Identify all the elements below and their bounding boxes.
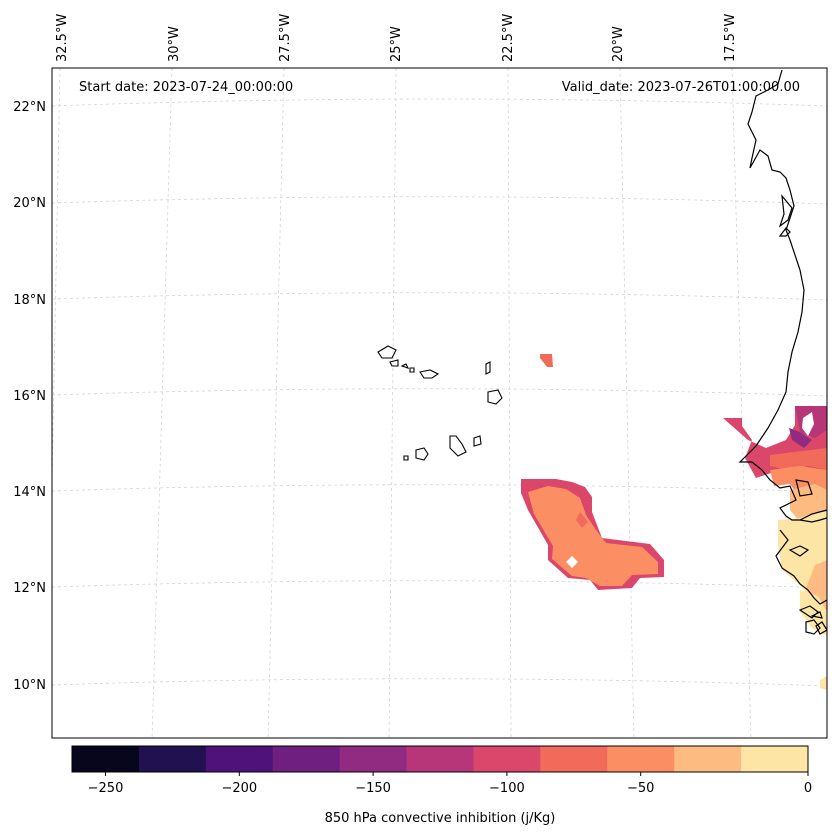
lon-label-17-5w: 17.5°W <box>723 14 738 62</box>
lat-label-12n: 12°N <box>13 581 46 596</box>
colorbar-swatch <box>205 746 274 772</box>
colorbar-swatch <box>138 746 207 772</box>
colorbar-tick-label: −50 <box>627 781 654 796</box>
colorbar-swatch <box>339 746 408 772</box>
lat-label-22n: 22°N <box>13 100 46 115</box>
colorbar-swatch <box>406 746 474 772</box>
coastline <box>738 69 827 635</box>
colorbar-tick-label: 0 <box>804 781 812 796</box>
colorbar-title: 850 hPa convective inhibition (j/Kg) <box>325 811 556 826</box>
lon-label-25w: 25°W <box>389 26 404 62</box>
colorbar-tick-label: −100 <box>489 781 525 796</box>
lon-label-27-5w: 27.5°W <box>278 14 293 62</box>
valid-date-label: Valid_date: 2023-07-26T01:00:00.00 <box>562 80 800 95</box>
lon-label-20w: 20°W <box>611 26 626 62</box>
colorbar-tick-label: −200 <box>221 781 257 796</box>
lat-label-18n: 18°N <box>13 293 46 308</box>
colorbar: −250 −200 −150 −100 −50 0 850 hPa convec… <box>71 745 812 826</box>
lat-label-10n: 10°N <box>13 678 46 693</box>
colorbar-swatch <box>674 746 742 772</box>
colorbar-border <box>71 745 809 773</box>
colorbar-swatch <box>607 746 675 772</box>
longitude-labels: 32.5°W 30°W 27.5°W 25°W 22.5°W 20°W 17.5… <box>55 14 738 62</box>
colorbar-swatches <box>72 746 809 772</box>
colorbar-swatch <box>272 746 341 772</box>
colorbar-tick-label: −150 <box>355 781 391 796</box>
colorbar-swatch <box>473 746 541 772</box>
colorbar-swatch <box>72 746 140 772</box>
map-frame <box>51 67 828 739</box>
cin-field-offshore <box>521 354 664 590</box>
cin-field-coast <box>723 406 827 690</box>
lon-label-32-5w: 32.5°W <box>55 14 70 62</box>
lat-label-16n: 16°N <box>13 389 46 404</box>
map-background <box>52 68 827 738</box>
colorbar-ticks: −250 −200 −150 −100 −50 0 <box>88 772 812 796</box>
latitude-labels: 22°N 20°N 18°N 16°N 14°N 12°N 10°N <box>13 100 46 693</box>
lon-label-30w: 30°W <box>167 26 182 62</box>
colorbar-swatch <box>540 746 608 772</box>
lon-label-22-5w: 22.5°W <box>501 14 516 62</box>
colorbar-swatch <box>741 746 809 772</box>
cape-verde-islands <box>377 345 503 461</box>
start-date-label: Start date: 2023-07-24_00:00:00 <box>79 80 293 95</box>
lat-label-14n: 14°N <box>13 485 46 500</box>
lat-label-20n: 20°N <box>13 196 46 211</box>
gridlines <box>52 68 827 738</box>
colorbar-tick-label: −250 <box>88 781 124 796</box>
